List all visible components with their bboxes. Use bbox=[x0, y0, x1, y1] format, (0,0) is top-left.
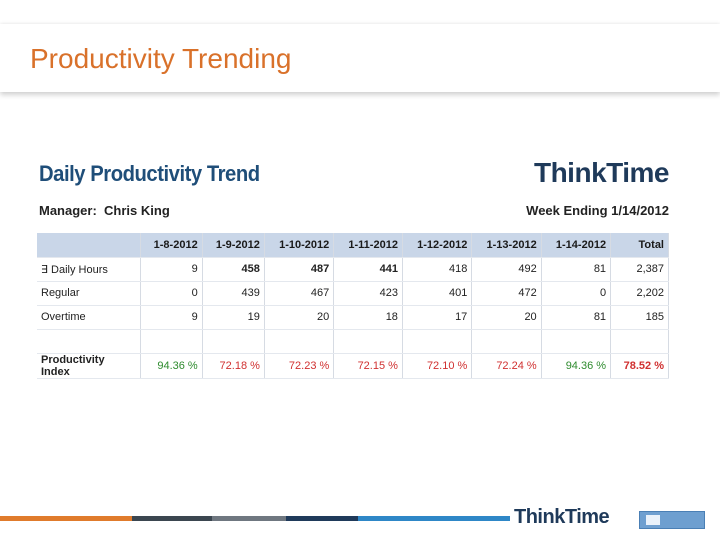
manager-line: Manager: Chris King bbox=[39, 203, 170, 218]
table-row: ∃ Daily Hours 9 458 487 441 418 492 81 2… bbox=[37, 257, 669, 282]
table-cell: 0 bbox=[541, 281, 612, 306]
index-cell: 72.10 % bbox=[402, 353, 473, 379]
thinktime-logo: ThinkTime bbox=[533, 157, 670, 189]
header-cell: Total bbox=[610, 233, 669, 258]
index-cell: 72.23 % bbox=[264, 353, 335, 379]
footer-segment-orange bbox=[0, 516, 132, 521]
slide-title: Productivity Trending bbox=[30, 43, 292, 74]
table-cell: 185 bbox=[610, 305, 669, 330]
table-cell: 418 bbox=[402, 257, 473, 282]
table-cell: 19 bbox=[202, 305, 265, 330]
index-cell: 72.18 % bbox=[202, 353, 265, 379]
table-cell: 487 bbox=[264, 257, 335, 282]
header-cell: 1-11-2012 bbox=[333, 233, 403, 258]
table-cell: 467 bbox=[264, 281, 335, 306]
table-cell: 0 bbox=[140, 281, 203, 306]
row-label: Productivity Index bbox=[37, 353, 141, 379]
logo-text-a: Thi bbox=[533, 157, 575, 188]
footer-thinktime-logo: ThinkTime bbox=[514, 506, 610, 529]
row-label: Overtime bbox=[37, 305, 141, 330]
table-cell: 20 bbox=[264, 305, 335, 330]
footer-segment-dark bbox=[132, 516, 212, 521]
table-cell: 2,202 bbox=[610, 281, 669, 306]
table-cell: 9 bbox=[140, 305, 203, 330]
header-cell: 1-12-2012 bbox=[402, 233, 473, 258]
index-cell: 72.15 % bbox=[333, 353, 403, 379]
report-title: Daily Productivity Trend bbox=[39, 161, 260, 186]
footer-segment-navy bbox=[286, 516, 358, 521]
index-cell: 94.36 % bbox=[140, 353, 203, 379]
table-header-row: 1-8-2012 1-9-2012 1-10-2012 1-11-2012 1-… bbox=[37, 233, 669, 258]
row-label[interactable]: ∃ Daily Hours bbox=[37, 257, 141, 282]
index-cell: 94.36 % bbox=[541, 353, 612, 379]
table-cell: 17 bbox=[402, 305, 473, 330]
table-cell: 18 bbox=[333, 305, 403, 330]
footer-badge-icon bbox=[639, 511, 705, 529]
manager-name: Chris King bbox=[104, 203, 170, 218]
productivity-index-row: Productivity Index 94.36 % 72.18 % 72.23… bbox=[37, 353, 669, 379]
table-cell: 423 bbox=[333, 281, 403, 306]
table-row: Overtime 9 19 20 18 17 20 81 185 bbox=[37, 305, 669, 330]
week-ending: Week Ending 1/14/2012 bbox=[526, 203, 669, 218]
header-cell: 1-10-2012 bbox=[264, 233, 335, 258]
table-cell: 81 bbox=[541, 305, 612, 330]
footer-color-bar bbox=[0, 516, 510, 521]
manager-label: Manager: bbox=[39, 203, 97, 218]
header-cell: 1-9-2012 bbox=[202, 233, 265, 258]
table-cell: 441 bbox=[333, 257, 403, 282]
footer-logo-text-b: nkTime bbox=[542, 506, 610, 528]
header-cell: 1-8-2012 bbox=[140, 233, 203, 258]
table-cell: 439 bbox=[202, 281, 265, 306]
header-cell: 1-13-2012 bbox=[471, 233, 542, 258]
table-cell: 81 bbox=[541, 257, 612, 282]
table-cell: 20 bbox=[471, 305, 542, 330]
index-cell: 78.52 % bbox=[610, 353, 669, 379]
table-cell: 492 bbox=[471, 257, 542, 282]
productivity-table: 1-8-2012 1-9-2012 1-10-2012 1-11-2012 1-… bbox=[37, 233, 669, 379]
table-cell: 458 bbox=[202, 257, 265, 282]
table-cell: 401 bbox=[402, 281, 473, 306]
table-row: Regular 0 439 467 423 401 472 0 2,202 bbox=[37, 281, 669, 306]
footer-logo-text-a: Thi bbox=[514, 506, 543, 528]
logo-text-b: nkTime bbox=[574, 157, 669, 188]
header-cell bbox=[37, 233, 141, 258]
row-label: Regular bbox=[37, 281, 141, 306]
footer-segment-gray bbox=[212, 516, 286, 521]
slide-title-bar: Productivity Trending bbox=[0, 24, 720, 92]
index-cell: 72.24 % bbox=[471, 353, 542, 379]
header-cell: 1-14-2012 bbox=[541, 233, 612, 258]
table-cell: 2,387 bbox=[610, 257, 669, 282]
table-cell: 472 bbox=[471, 281, 542, 306]
spacer-row bbox=[37, 329, 669, 354]
footer-segment-blue bbox=[358, 516, 510, 521]
table-cell: 9 bbox=[140, 257, 203, 282]
